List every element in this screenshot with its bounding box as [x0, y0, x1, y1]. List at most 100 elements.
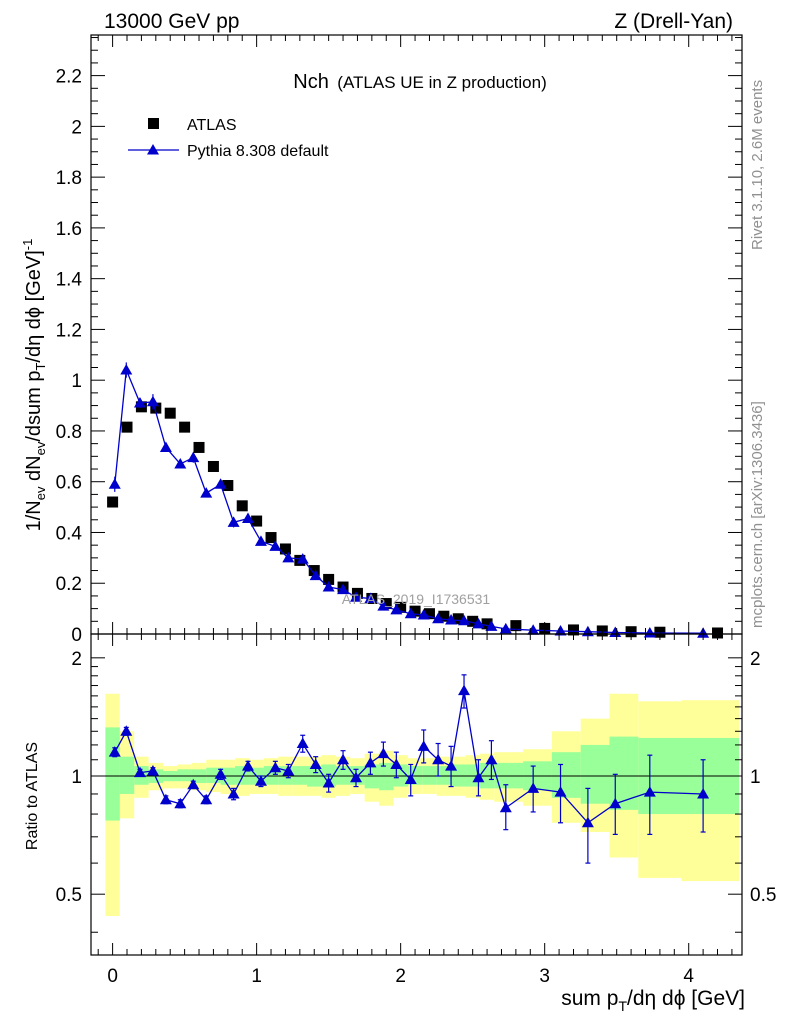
- ratio-point: [581, 816, 594, 828]
- pythia-point: [377, 600, 390, 611]
- ratio-point: [609, 797, 622, 809]
- ratio-green-band: [177, 769, 192, 782]
- y-tick-label: 2: [71, 117, 82, 138]
- main-panel: 0 0.2 0.4 0.6 0.8 1 1.2 1.4 1.6 1.8 2 2.2 Nch (ATLA…: [20, 34, 743, 646]
- pythia-point: [499, 622, 512, 634]
- ratio-point: [377, 747, 390, 759]
- ratio-point: [133, 766, 146, 778]
- ratio-green-band: [206, 767, 221, 783]
- ratio-point: [527, 782, 540, 793]
- atlas-point: [452, 613, 464, 625]
- pythia-point: [432, 612, 445, 624]
- ratio-green-band: [119, 756, 135, 794]
- ratio-y-tick-label-right: 2: [750, 649, 761, 670]
- x-axis-label: sum pT/dη dϕ [GeV]: [561, 987, 745, 1014]
- y-tick-label: 1.6: [56, 219, 82, 240]
- ratio-point: [282, 764, 295, 776]
- chart-title-sub: (ATLAS UE in Z production): [337, 73, 546, 92]
- ratio-bands-layer: [91, 693, 742, 916]
- ratio-point: [485, 753, 498, 765]
- atlas-point: [308, 565, 320, 577]
- y-tick-label: 2.2: [56, 67, 82, 88]
- atlas-point: [121, 421, 133, 433]
- pythia-point: [404, 607, 417, 619]
- atlas-point: [193, 441, 205, 453]
- pythia-point: [282, 551, 295, 563]
- ratio-green-band: [551, 752, 581, 798]
- pythia-point: [309, 569, 322, 581]
- y-tick-label: 0.4: [56, 523, 83, 544]
- ratio-panel: 0 1 2 3 4 0.5 0.5 1 1 2 2 Ratio to ATLAS sum pT/dη…: [24, 633, 776, 1014]
- pythia-point: [417, 608, 430, 620]
- chart-title-main: Nch: [293, 71, 329, 93]
- ratio-point: [214, 768, 227, 779]
- y-tick-label: 0.8: [56, 422, 82, 443]
- ratio-point: [499, 801, 512, 813]
- atlas-point: [265, 532, 277, 544]
- ratio-point: [254, 775, 267, 786]
- pythia-point: [269, 540, 282, 551]
- atlas-point: [423, 608, 435, 620]
- header-right: Z (Drell-Yan): [614, 10, 733, 33]
- legend-label-atlas: ATLAS: [187, 117, 237, 134]
- rivet-label: Rivet 3.1.10, 2.6M events: [749, 80, 766, 250]
- atlas-point: [323, 573, 335, 585]
- ratio-green-band: [292, 766, 308, 785]
- ratio-point: [174, 797, 187, 809]
- atlas-point: [438, 610, 450, 622]
- ratio-green-band: [580, 744, 610, 804]
- ratio-y-tick-label-left: 2: [71, 649, 82, 670]
- ratio-point: [227, 787, 240, 799]
- pythia-point: [241, 512, 254, 524]
- ratio-point: [554, 786, 567, 797]
- pythia-point: [445, 614, 458, 625]
- ratio-green-band: [422, 766, 437, 785]
- atlas-point: [251, 515, 263, 527]
- ratio-point: [445, 760, 458, 771]
- ratio-point: [108, 746, 121, 757]
- pythia-point: [227, 516, 240, 527]
- xlabel-part-b: T: [618, 998, 627, 1014]
- legend-marker-pythia: [147, 144, 159, 155]
- legend: ATLAS Pythia 8.308 default: [128, 117, 329, 160]
- atlas-point: [481, 618, 493, 630]
- x-tick-label: 1: [251, 966, 262, 987]
- ratio-green-band: [379, 762, 394, 791]
- pythia-point: [643, 626, 656, 638]
- pythia-point: [337, 583, 350, 595]
- x-tick-label: 0: [107, 966, 118, 987]
- atlas-point: [150, 402, 162, 414]
- atlas-point: [279, 543, 291, 555]
- watermark: ATLAS_2019_I1736531: [342, 591, 491, 607]
- ylabel-part-e: /dsum p: [23, 371, 45, 442]
- pythia-point: [108, 478, 121, 489]
- y-tick-label: 1.2: [56, 320, 82, 341]
- xlabel-part-a: sum p: [561, 987, 618, 1010]
- pythia-point: [159, 441, 172, 452]
- ratio-y-tick-label-left: 1: [71, 767, 82, 788]
- ylabel-part-b: ev: [33, 486, 48, 500]
- ratio-point: [432, 753, 445, 765]
- atlas-point: [351, 587, 363, 599]
- y-tick-label: 0: [71, 625, 82, 646]
- ratio-marks-layer: [108, 674, 710, 864]
- pythia-point: [214, 478, 227, 489]
- ratio-point: [404, 773, 417, 784]
- ratio-point: [296, 737, 309, 749]
- pythia-point: [322, 581, 335, 592]
- chart-title: Nch (ATLAS UE in Z production): [293, 71, 546, 93]
- legend-marker-atlas: [148, 118, 159, 129]
- pythia-point: [485, 620, 498, 631]
- ratio-point: [390, 758, 403, 769]
- pythia-point: [458, 614, 471, 626]
- ylabel-part-f: T: [33, 363, 48, 371]
- atlas-point: [380, 598, 392, 610]
- ratio-point: [337, 753, 350, 765]
- ratio-green-band: [105, 727, 120, 821]
- ratio-point: [269, 761, 282, 773]
- x-tick-label: 2: [395, 966, 406, 987]
- ratio-green-band: [335, 766, 351, 785]
- atlas-point: [207, 460, 219, 472]
- y-tick-label: 1: [71, 371, 82, 392]
- ylabel-part-h: -1: [20, 239, 35, 251]
